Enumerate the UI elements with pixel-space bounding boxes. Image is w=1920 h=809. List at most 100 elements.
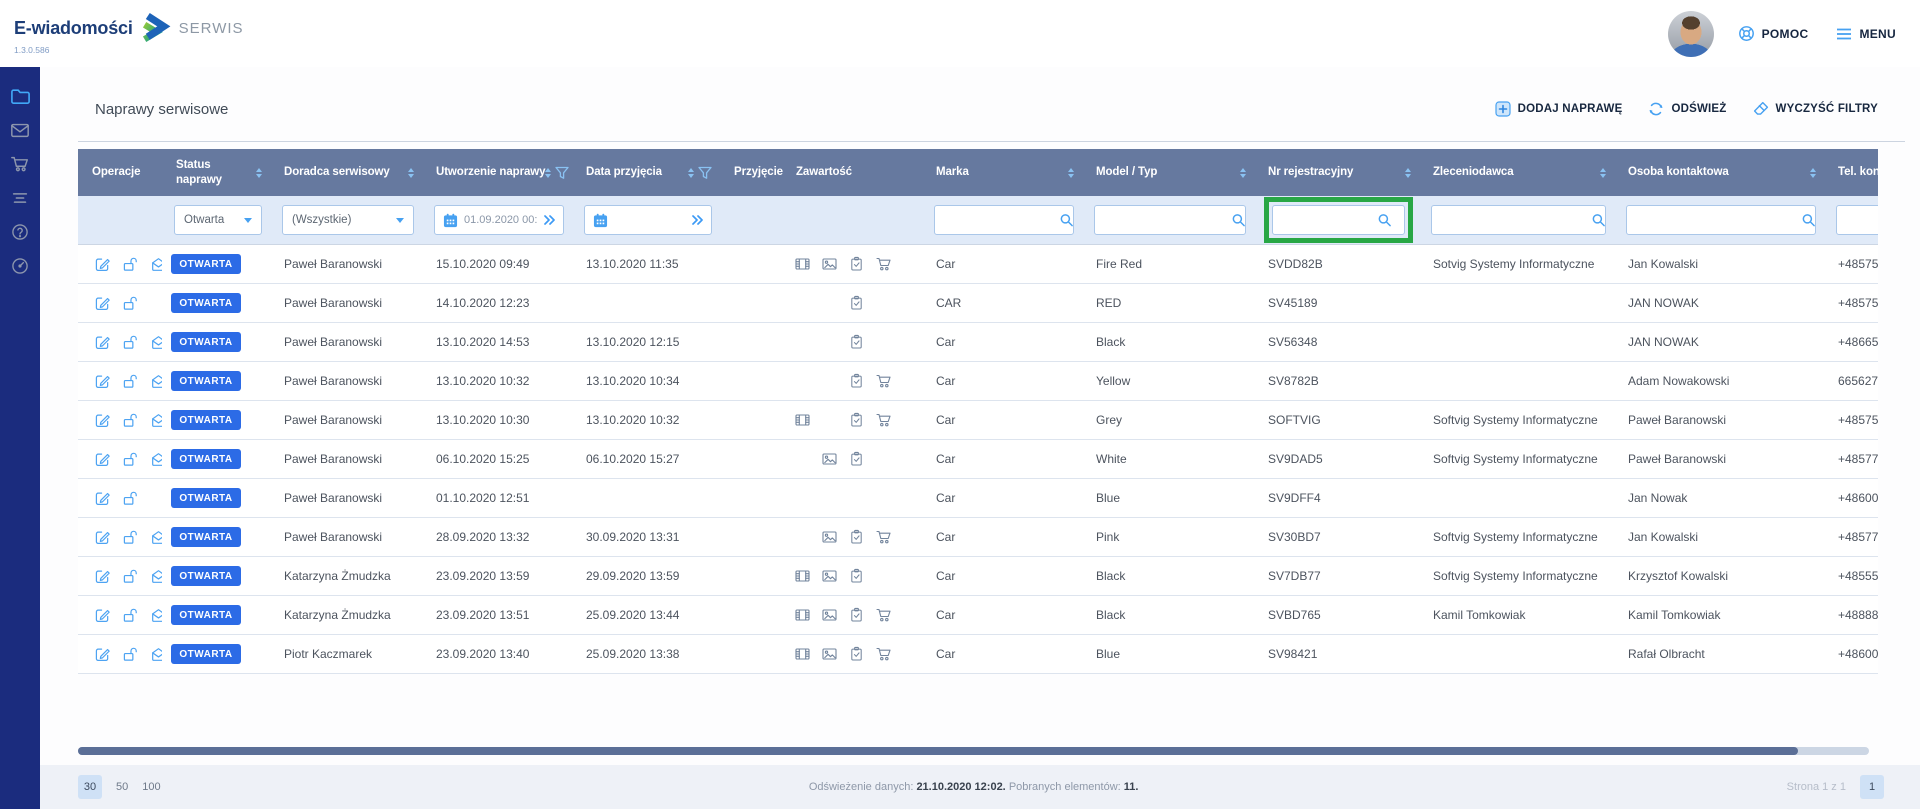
sort-icon[interactable] xyxy=(1405,167,1411,178)
advisor-filter-select[interactable]: (Wszystkie) xyxy=(282,205,414,235)
registration-filter-input[interactable] xyxy=(1272,205,1405,235)
sidebar-item-messages[interactable] xyxy=(0,113,40,147)
edit-icon[interactable] xyxy=(95,491,110,506)
column-header[interactable]: Marka xyxy=(922,149,1082,196)
horizontal-scrollbar[interactable] xyxy=(78,747,1869,755)
image-icon[interactable] xyxy=(821,529,838,545)
edit-icon[interactable] xyxy=(95,569,110,584)
status-filter-select[interactable]: Otwarta xyxy=(174,205,262,235)
column-header[interactable]: Data przyjęcia xyxy=(572,149,720,196)
edit-icon[interactable] xyxy=(95,608,110,623)
page-size-30[interactable]: 30 xyxy=(78,775,102,799)
table-row[interactable]: OTWARTA Paweł Baranowski 01.10.2020 12:5… xyxy=(78,479,1878,518)
sort-icon[interactable] xyxy=(1240,167,1246,178)
sort-icon[interactable] xyxy=(1068,167,1074,178)
model-filter-input[interactable] xyxy=(1094,205,1246,235)
table-row[interactable]: OTWARTA Paweł Baranowski 13.10.2020 14:5… xyxy=(78,323,1878,362)
unlock-icon[interactable] xyxy=(123,296,138,311)
table-row[interactable]: OTWARTA Paweł Baranowski 06.10.2020 15:2… xyxy=(78,440,1878,479)
cart-item-icon[interactable] xyxy=(875,646,892,662)
clipboard-check-icon[interactable] xyxy=(848,373,865,389)
table-row[interactable]: OTWARTA Paweł Baranowski 28.09.2020 13:3… xyxy=(78,518,1878,557)
unlock-icon[interactable] xyxy=(123,257,138,272)
edit-icon[interactable] xyxy=(95,530,110,545)
received-date-filter[interactable] xyxy=(584,205,712,235)
filter-funnel-icon[interactable] xyxy=(698,166,712,180)
table-row[interactable]: OTWARTA Katarzyna Żmudzka 23.09.2020 13:… xyxy=(78,596,1878,635)
column-header[interactable]: Tel. kontaktowy xyxy=(1824,149,1878,196)
add-repair-button[interactable]: DODAJ NAPRAWĘ xyxy=(1495,101,1623,117)
page-1-button[interactable]: 1 xyxy=(1860,775,1884,799)
edit-icon[interactable] xyxy=(95,452,110,467)
column-header[interactable]: Status naprawy xyxy=(162,149,270,196)
table-row[interactable]: OTWARTA Katarzyna Żmudzka 23.09.2020 13:… xyxy=(78,557,1878,596)
edit-icon[interactable] xyxy=(95,374,110,389)
clipboard-check-icon[interactable] xyxy=(848,529,865,545)
table-row[interactable]: OTWARTA Piotr Kaczmarek 23.09.2020 13:40… xyxy=(78,635,1878,674)
sidebar-item-list[interactable] xyxy=(0,181,40,215)
unlock-icon[interactable] xyxy=(123,335,138,350)
clipboard-check-icon[interactable] xyxy=(848,568,865,584)
column-header[interactable]: Operacje xyxy=(78,149,162,196)
refresh-button[interactable]: ODŚWIEŻ xyxy=(1648,101,1726,117)
contact-filter-input[interactable] xyxy=(1626,205,1816,235)
filter-funnel-icon[interactable] xyxy=(555,166,570,180)
film-icon[interactable] xyxy=(794,646,811,662)
clipboard-check-icon[interactable] xyxy=(848,451,865,467)
cart-item-icon[interactable] xyxy=(875,607,892,623)
film-icon[interactable] xyxy=(794,412,811,428)
column-header[interactable]: Doradca serwisowy xyxy=(270,149,422,196)
help-button[interactable]: POMOC xyxy=(1738,25,1809,42)
cart-item-icon[interactable] xyxy=(875,529,892,545)
mail-open-icon[interactable] xyxy=(151,569,162,584)
column-header[interactable]: Nr rejestracyjny xyxy=(1254,149,1419,196)
unlock-icon[interactable] xyxy=(123,491,138,506)
unlock-icon[interactable] xyxy=(123,608,138,623)
sort-icon[interactable] xyxy=(1810,167,1816,178)
marka-filter-input[interactable] xyxy=(934,205,1074,235)
unlock-icon[interactable] xyxy=(123,647,138,662)
mail-open-icon[interactable] xyxy=(151,335,162,350)
edit-icon[interactable] xyxy=(95,413,110,428)
sidebar-item-repairs[interactable] xyxy=(0,79,40,113)
edit-icon[interactable] xyxy=(95,335,110,350)
client-filter-input[interactable] xyxy=(1431,205,1606,235)
sidebar-item-dashboard[interactable] xyxy=(0,249,40,283)
mail-open-icon[interactable] xyxy=(151,413,162,428)
clipboard-check-icon[interactable] xyxy=(848,646,865,662)
page-size-50[interactable]: 50 xyxy=(116,781,129,793)
image-icon[interactable] xyxy=(821,646,838,662)
mail-open-icon[interactable] xyxy=(151,452,162,467)
table-row[interactable]: OTWARTA Paweł Baranowski 14.10.2020 12:2… xyxy=(78,284,1878,323)
mail-open-icon[interactable] xyxy=(151,374,162,389)
column-header[interactable]: Zleceniodawca xyxy=(1419,149,1614,196)
clipboard-check-icon[interactable] xyxy=(848,607,865,623)
mail-open-icon[interactable] xyxy=(151,608,162,623)
mail-open-icon[interactable] xyxy=(151,647,162,662)
mail-open-icon[interactable] xyxy=(151,257,162,272)
image-icon[interactable] xyxy=(821,451,838,467)
clipboard-check-icon[interactable] xyxy=(848,295,865,311)
clipboard-check-icon[interactable] xyxy=(848,256,865,272)
sort-icon[interactable] xyxy=(256,167,262,178)
menu-button[interactable]: MENU xyxy=(1836,26,1896,42)
column-header[interactable]: Utworzenie naprawy xyxy=(422,149,572,196)
column-header[interactable]: Zawartość xyxy=(782,149,922,196)
scrollbar-thumb[interactable] xyxy=(78,747,1798,755)
table-row[interactable]: OTWARTA Paweł Baranowski 13.10.2020 10:3… xyxy=(78,401,1878,440)
edit-icon[interactable] xyxy=(95,647,110,662)
edit-icon[interactable] xyxy=(95,257,110,272)
sidebar-item-help[interactable] xyxy=(0,215,40,249)
user-avatar[interactable] xyxy=(1667,10,1714,57)
edit-icon[interactable] xyxy=(95,296,110,311)
mail-open-icon[interactable] xyxy=(151,530,162,545)
cart-item-icon[interactable] xyxy=(875,256,892,272)
clear-filters-button[interactable]: WYCZYŚĆ FILTRY xyxy=(1753,101,1878,117)
page-size-100[interactable]: 100 xyxy=(142,781,161,793)
table-row[interactable]: OTWARTA Paweł Baranowski 15.10.2020 09:4… xyxy=(78,245,1878,284)
column-header[interactable]: Przyjęcie xyxy=(720,149,783,196)
unlock-icon[interactable] xyxy=(123,413,138,428)
clipboard-check-icon[interactable] xyxy=(848,334,865,350)
cart-item-icon[interactable] xyxy=(875,373,892,389)
phone-filter-input[interactable] xyxy=(1836,205,1878,235)
